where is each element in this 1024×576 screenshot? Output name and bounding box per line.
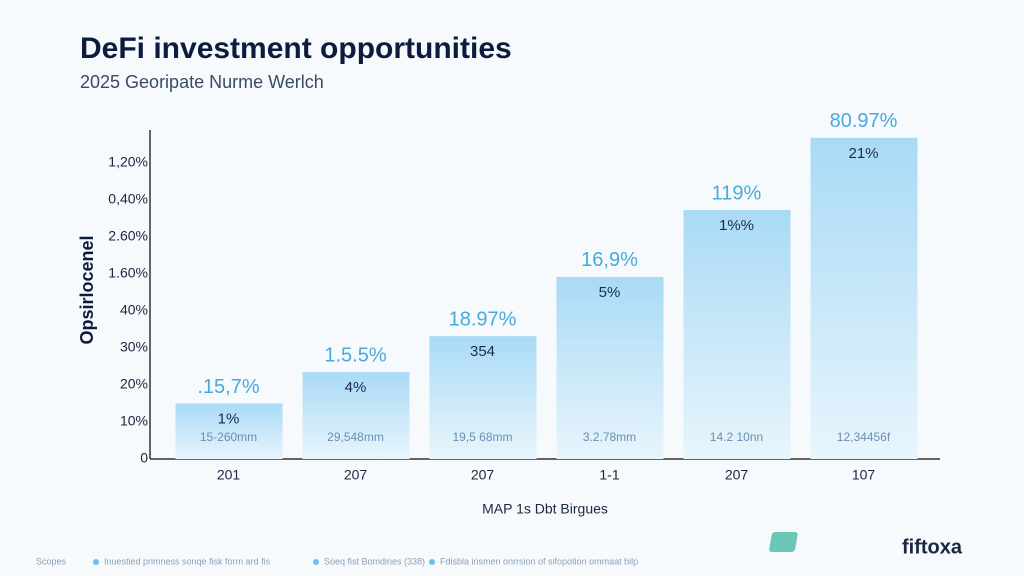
bottom-label: 15-260mm xyxy=(200,430,257,444)
x-tick-label: 207 xyxy=(344,467,368,483)
footer-text: Soeq fist Bomdines (338) xyxy=(324,556,425,566)
logo-text: fiftoxa xyxy=(902,536,963,558)
footer-text: Scopes xyxy=(36,556,67,566)
top-label: 80.97% xyxy=(830,110,898,132)
top-label: 119% xyxy=(712,182,762,204)
bar xyxy=(556,276,664,459)
bottom-label: 12,34456f xyxy=(837,430,891,444)
bottom-label: 14.2 10nn xyxy=(710,430,763,444)
inner-label: 354 xyxy=(470,343,495,360)
top-label: 1.5.5% xyxy=(324,344,386,366)
y-tick-label: 0 xyxy=(140,450,148,466)
y-tick-label: 30% xyxy=(120,339,148,355)
legend-dot xyxy=(93,559,99,565)
y-axis-label: Opsirlocenel xyxy=(77,235,97,344)
x-tick-label: 107 xyxy=(852,467,876,483)
bar xyxy=(302,372,410,459)
y-tick-label: 2.60% xyxy=(108,228,148,244)
x-axis-label: MAP 1s Dbt Birgues xyxy=(482,501,608,517)
x-tick-label: 1-1 xyxy=(599,467,619,483)
inner-label: 5% xyxy=(599,284,621,301)
bottom-label: 3.2.78mm xyxy=(583,430,636,444)
bar xyxy=(683,209,791,459)
legend-dot xyxy=(313,559,319,565)
x-tick-label: 207 xyxy=(471,467,495,483)
bottom-label: 29,548mm xyxy=(327,430,384,444)
y-tick-label: 10% xyxy=(120,413,148,429)
top-label: 16,9% xyxy=(581,249,638,271)
logo: fiftoxa xyxy=(769,532,963,558)
logo-icon xyxy=(769,532,798,552)
inner-label: 1% xyxy=(218,410,240,427)
chart-title: DeFi investment opportunities xyxy=(80,32,512,65)
y-tick-label: 40% xyxy=(120,302,148,318)
y-tick-label: 20% xyxy=(120,376,148,392)
bar xyxy=(175,403,283,459)
inner-label: 1%% xyxy=(719,217,754,234)
bottom-label: 19,5 68mm xyxy=(452,430,512,444)
x-tick-label: 201 xyxy=(217,467,241,483)
footer-text: Fdisbla insmen onrrsion of sifopotion om… xyxy=(440,556,638,566)
bar xyxy=(810,137,918,459)
top-label: 18.97% xyxy=(449,308,517,330)
inner-label: 21% xyxy=(848,145,878,162)
y-tick-label: 1,20% xyxy=(108,154,148,170)
x-tick-label: 207 xyxy=(725,467,749,483)
legend-dot xyxy=(429,559,435,565)
inner-label: 4% xyxy=(345,379,367,396)
chart-subtitle: 2025 Georipate Nurme Werlch xyxy=(80,72,324,92)
bar xyxy=(429,336,537,459)
footer-text: Inuestied primness sonqe fisk form ard f… xyxy=(104,556,271,566)
y-tick-label: 1.60% xyxy=(108,265,148,281)
y-tick-label: 0,40% xyxy=(108,191,148,207)
top-label: .15,7% xyxy=(197,376,259,398)
